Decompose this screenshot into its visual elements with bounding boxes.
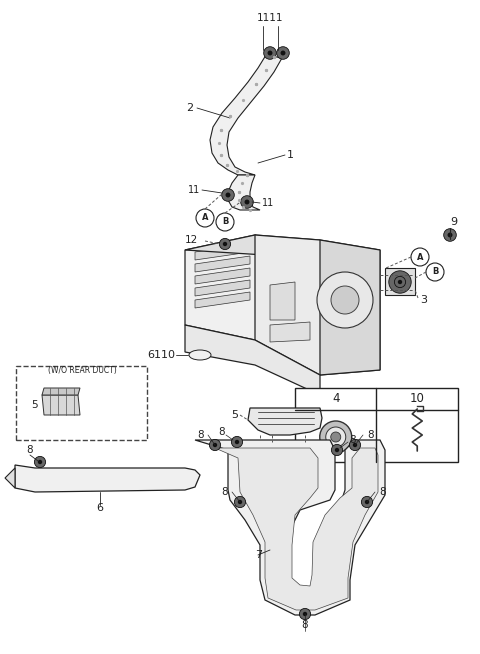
Text: 8: 8 xyxy=(302,620,308,630)
Text: 3: 3 xyxy=(420,295,427,305)
Polygon shape xyxy=(195,244,250,260)
Circle shape xyxy=(231,436,242,447)
Text: 11: 11 xyxy=(188,185,200,195)
FancyBboxPatch shape xyxy=(16,366,147,440)
Text: 5: 5 xyxy=(231,410,238,420)
Text: 8: 8 xyxy=(367,430,373,440)
Circle shape xyxy=(244,199,250,205)
Circle shape xyxy=(226,192,230,198)
Circle shape xyxy=(361,496,372,508)
Text: 8: 8 xyxy=(379,487,385,497)
Polygon shape xyxy=(5,468,15,488)
Ellipse shape xyxy=(189,350,211,360)
Circle shape xyxy=(389,271,411,293)
Circle shape xyxy=(223,242,227,246)
Circle shape xyxy=(300,608,311,619)
Text: 12: 12 xyxy=(185,235,198,245)
Text: A: A xyxy=(417,252,423,262)
Circle shape xyxy=(411,248,429,266)
Circle shape xyxy=(326,427,346,447)
Circle shape xyxy=(331,445,343,456)
Circle shape xyxy=(447,233,453,237)
Circle shape xyxy=(395,277,406,288)
Text: 2: 2 xyxy=(186,103,193,113)
Circle shape xyxy=(353,443,357,447)
Text: 1: 1 xyxy=(287,150,294,160)
Text: B: B xyxy=(432,267,438,277)
Text: 8: 8 xyxy=(218,427,225,437)
Polygon shape xyxy=(185,235,295,340)
Circle shape xyxy=(234,496,246,508)
Circle shape xyxy=(396,277,404,286)
Polygon shape xyxy=(255,235,380,375)
Text: 8: 8 xyxy=(349,435,356,445)
Circle shape xyxy=(426,263,444,281)
Polygon shape xyxy=(185,325,320,395)
Circle shape xyxy=(276,46,289,60)
Polygon shape xyxy=(195,280,250,296)
Circle shape xyxy=(213,443,217,447)
Circle shape xyxy=(35,456,46,468)
Circle shape xyxy=(317,272,373,328)
Circle shape xyxy=(209,439,221,451)
Polygon shape xyxy=(185,235,320,255)
Text: 7: 7 xyxy=(255,550,262,560)
Circle shape xyxy=(235,439,239,444)
Polygon shape xyxy=(15,465,200,492)
Circle shape xyxy=(331,432,341,442)
Circle shape xyxy=(264,46,276,60)
Text: 9: 9 xyxy=(450,217,457,227)
Circle shape xyxy=(238,500,242,504)
Circle shape xyxy=(331,286,359,314)
Circle shape xyxy=(280,50,286,56)
Circle shape xyxy=(320,421,352,453)
Circle shape xyxy=(398,280,402,284)
Text: 11: 11 xyxy=(262,198,274,208)
Circle shape xyxy=(303,611,307,616)
Text: 6: 6 xyxy=(96,503,104,513)
Circle shape xyxy=(365,500,369,504)
Text: 5: 5 xyxy=(31,400,38,410)
Text: B: B xyxy=(222,218,228,226)
Circle shape xyxy=(267,50,273,56)
Polygon shape xyxy=(42,395,80,415)
Text: A: A xyxy=(202,213,208,222)
Polygon shape xyxy=(195,440,385,615)
Polygon shape xyxy=(195,256,250,272)
Text: 8: 8 xyxy=(221,487,228,497)
Circle shape xyxy=(349,439,360,451)
Bar xyxy=(295,388,458,462)
Polygon shape xyxy=(195,292,250,308)
Polygon shape xyxy=(385,268,415,295)
Polygon shape xyxy=(228,175,260,210)
Polygon shape xyxy=(210,55,282,175)
Circle shape xyxy=(240,196,253,209)
Circle shape xyxy=(222,189,234,201)
Polygon shape xyxy=(195,268,250,284)
Circle shape xyxy=(335,448,339,452)
Circle shape xyxy=(216,213,234,231)
Polygon shape xyxy=(42,388,80,395)
Text: 4: 4 xyxy=(332,392,339,405)
Circle shape xyxy=(196,209,214,227)
Polygon shape xyxy=(270,322,310,342)
Text: 8: 8 xyxy=(197,430,204,440)
Text: 8: 8 xyxy=(27,445,33,455)
Text: 1111: 1111 xyxy=(257,13,283,23)
Circle shape xyxy=(38,460,42,464)
Text: 6110: 6110 xyxy=(147,350,175,360)
Polygon shape xyxy=(248,408,322,435)
Polygon shape xyxy=(270,282,295,320)
Circle shape xyxy=(219,239,230,250)
Text: 10: 10 xyxy=(410,392,425,405)
Polygon shape xyxy=(320,240,380,375)
Polygon shape xyxy=(215,448,378,610)
Text: (W/O REAR DUCT): (W/O REAR DUCT) xyxy=(48,366,116,375)
Circle shape xyxy=(444,229,456,241)
